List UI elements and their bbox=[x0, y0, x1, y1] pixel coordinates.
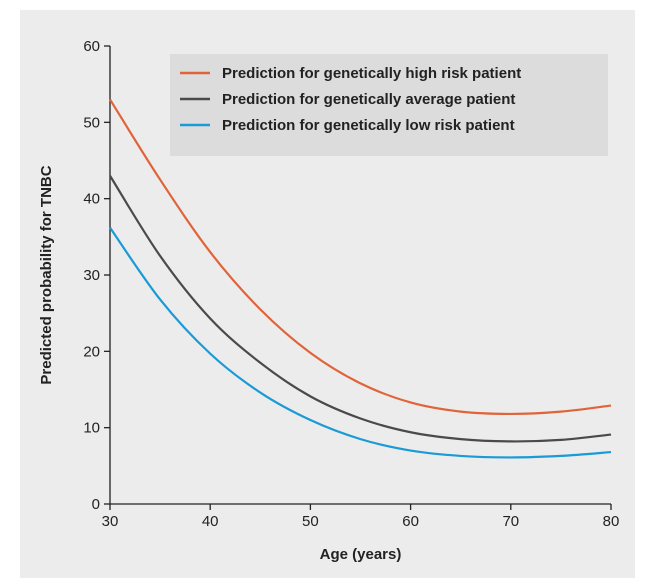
x-tick-label: 80 bbox=[603, 513, 620, 530]
x-tick-label: 40 bbox=[202, 513, 219, 530]
y-tick-label: 10 bbox=[83, 420, 100, 437]
x-tick-label: 50 bbox=[302, 513, 319, 530]
y-tick-label: 0 bbox=[92, 496, 100, 513]
y-tick-label: 40 bbox=[83, 191, 100, 208]
series-line-low-risk bbox=[109, 227, 612, 459]
y-tick-label: 20 bbox=[83, 343, 100, 360]
y-tick-label: 50 bbox=[83, 114, 100, 131]
x-tick-label: 70 bbox=[502, 513, 519, 530]
x-axis-title: Age (years) bbox=[320, 546, 402, 563]
series-layer bbox=[109, 98, 612, 459]
series-line-high-risk bbox=[109, 98, 612, 416]
y-tick-label: 30 bbox=[83, 267, 100, 284]
legend: Prediction for genetically high risk pat… bbox=[170, 54, 608, 156]
legend-label: Prediction for genetically high risk pat… bbox=[222, 65, 521, 82]
legend-label: Prediction for genetically low risk pati… bbox=[222, 117, 515, 134]
legend-label: Prediction for genetically average patie… bbox=[222, 91, 515, 108]
x-tick-label: 60 bbox=[402, 513, 419, 530]
y-tick-label: 60 bbox=[83, 38, 100, 55]
axes: 0 10 20 30 40 50 60 30 40 50 60 70 80 bbox=[83, 38, 619, 530]
x-tick-label: 30 bbox=[102, 513, 119, 530]
series-line-average bbox=[109, 175, 612, 443]
y-axis-title: Predicted probability for TNBC bbox=[38, 165, 55, 384]
chart-figure: 0 10 20 30 40 50 60 30 40 50 60 70 80 Prediction for… bbox=[20, 10, 635, 578]
line-chart: 0 10 20 30 40 50 60 30 40 50 60 70 80 Prediction for… bbox=[38, 38, 619, 563]
legend-box bbox=[170, 54, 608, 156]
